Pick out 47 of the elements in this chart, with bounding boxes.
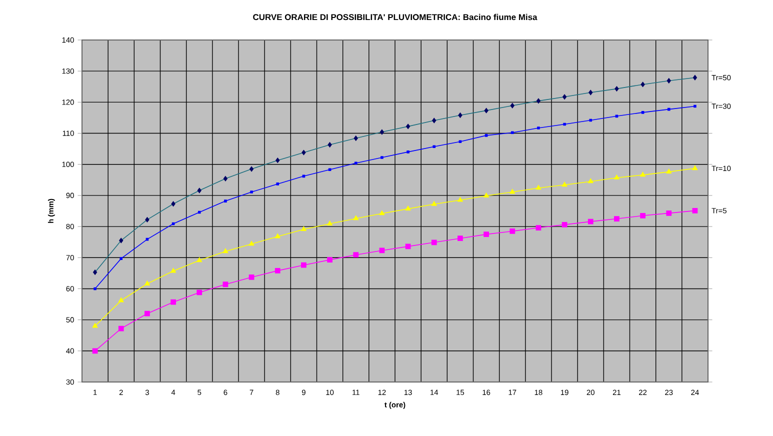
point: [353, 252, 359, 258]
point: [92, 323, 98, 328]
point: [588, 218, 594, 224]
point: [692, 165, 698, 170]
point: [588, 178, 594, 184]
point: [353, 215, 359, 220]
point: [327, 220, 332, 226]
point: [640, 172, 646, 177]
point: [274, 234, 280, 238]
point: [222, 282, 228, 288]
point: [248, 240, 254, 246]
point: [170, 268, 176, 273]
point: [484, 192, 489, 198]
point: [144, 310, 150, 316]
point: [458, 197, 463, 202]
point: [614, 174, 620, 180]
point: [431, 240, 437, 246]
point: [510, 228, 516, 234]
point: [562, 222, 568, 228]
point: [118, 298, 124, 302]
point: [666, 168, 672, 174]
chart-title: CURVE ORARIE DI POSSIBILITA' PLUVIOMETRICA: Bacino fiume Misa: [253, 14, 538, 20]
point: [666, 210, 672, 216]
point: [692, 208, 698, 214]
point: [196, 290, 202, 296]
point: [640, 212, 646, 218]
point: [144, 280, 150, 286]
point: [222, 248, 228, 254]
point: [92, 348, 98, 354]
point: [431, 201, 437, 206]
point: [118, 326, 124, 332]
point: [562, 182, 568, 187]
point: [458, 236, 463, 242]
point: [484, 232, 489, 238]
point: [327, 257, 332, 262]
point: [274, 268, 280, 274]
point: [196, 257, 202, 262]
point: [614, 216, 620, 222]
point: [379, 210, 385, 216]
point: [170, 299, 176, 305]
point: [510, 189, 516, 194]
point: [536, 185, 542, 190]
point: [405, 206, 411, 211]
point: [248, 274, 254, 280]
point: [301, 226, 306, 232]
point: [536, 225, 542, 230]
point: [301, 262, 306, 268]
